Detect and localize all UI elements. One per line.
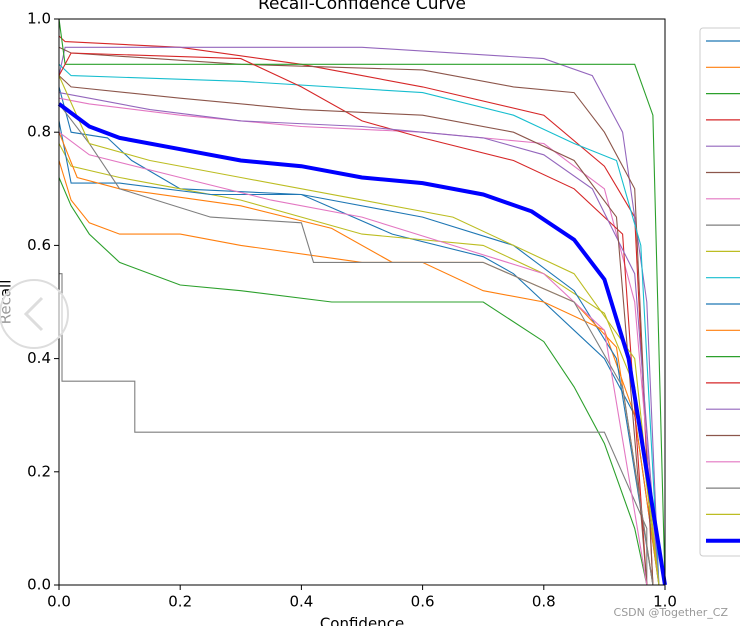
series-line — [58, 86, 660, 586]
y-tick-label: 0.6 — [27, 236, 51, 254]
series-line — [58, 92, 660, 586]
series-line — [58, 46, 654, 586]
back-button[interactable] — [0, 279, 69, 349]
y-tick-label: 0.2 — [27, 462, 51, 480]
series-line — [58, 75, 660, 586]
series-line — [58, 63, 660, 586]
plot-area — [57, 18, 667, 586]
series-line — [58, 120, 654, 586]
series-line — [58, 52, 648, 586]
mean-line — [57, 102, 667, 586]
series-line — [58, 18, 666, 586]
watermark: CSDN @Together_CZ — [614, 606, 729, 619]
y-tick-label: 0.8 — [27, 123, 51, 141]
series-line — [58, 35, 654, 586]
series-line — [58, 103, 654, 586]
series-line — [58, 75, 648, 586]
series-line — [58, 177, 648, 586]
chart-title: Recall-Confidence Curve — [258, 0, 466, 14]
series-line — [58, 46, 660, 586]
legend — [699, 27, 740, 557]
series-line — [58, 131, 654, 586]
series-line — [59, 273, 648, 585]
y-tick-label: 0.0 — [27, 576, 51, 594]
x-tick-label: 0.0 — [47, 593, 71, 611]
y-tick-label: 0.4 — [27, 349, 51, 367]
series-line — [58, 143, 660, 586]
x-tick-label: 0.2 — [168, 593, 192, 611]
x-tick-label: 0.8 — [532, 593, 556, 611]
x-tick-label: 0.4 — [289, 593, 313, 611]
x-axis-label: Confidence — [320, 615, 404, 626]
back-arrow — [23, 296, 44, 332]
y-tick-label: 1.0 — [27, 10, 51, 28]
series-line — [58, 160, 660, 586]
x-tick-label: 1.0 — [653, 593, 677, 611]
series-line — [58, 131, 648, 586]
x-tick-label: 0.6 — [411, 593, 435, 611]
